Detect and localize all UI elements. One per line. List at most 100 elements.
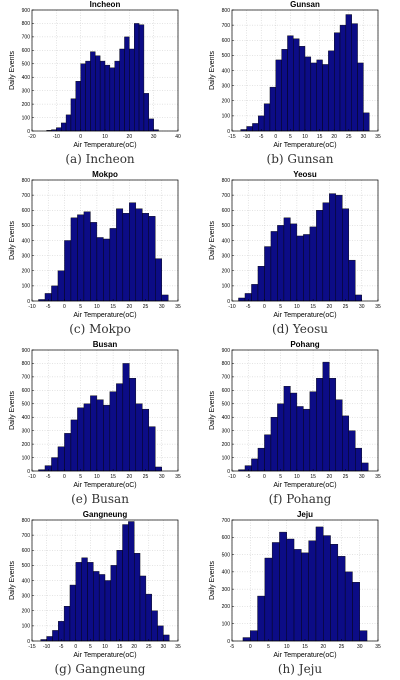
histogram-bar xyxy=(335,194,343,302)
histogram-bar xyxy=(329,378,337,472)
y-tick-label: 200 xyxy=(22,102,31,108)
histogram-bar xyxy=(151,610,158,642)
histogram-bar xyxy=(283,217,291,302)
histogram-bar xyxy=(124,36,130,132)
x-tick-label: 15 xyxy=(310,304,316,310)
y-axis-label: Daily Events xyxy=(209,391,216,430)
histogram-bar xyxy=(264,557,273,642)
x-tick-label: -5 xyxy=(259,134,264,140)
x-tick-label: 25 xyxy=(146,644,152,650)
histogram-bar xyxy=(103,404,111,472)
y-tick-label: 800 xyxy=(222,178,231,184)
histogram-bar xyxy=(298,46,306,132)
y-tick-label: 600 xyxy=(222,535,231,541)
x-tick-label: 30 xyxy=(159,474,165,480)
histogram-bar xyxy=(359,630,368,642)
y-tick-label: 100 xyxy=(22,624,31,630)
y-tick-label: 0 xyxy=(227,469,230,475)
histogram-bar xyxy=(70,98,77,132)
histogram-bar xyxy=(263,103,271,132)
histogram-bar xyxy=(322,361,330,472)
panel-jeju: -5 0 5 10 15 20 25 30 35 0 100 200 300 400 500 600 700 Je… xyxy=(200,510,400,680)
caption-jeju: (h) Jeju xyxy=(277,662,323,676)
y-axis-label: Daily Events xyxy=(9,51,16,90)
histogram-incheon: -20 -10 0 10 20 30 400100200300400500600700800… xyxy=(9,0,181,149)
x-axis-label: Air Temperature(oC) xyxy=(273,142,336,149)
histogram-bar xyxy=(129,378,137,472)
histogram-bar xyxy=(296,406,304,472)
histogram-bar xyxy=(75,562,82,642)
histogram-bar xyxy=(246,126,253,132)
histogram-bar xyxy=(163,634,170,642)
y-tick-label: 200 xyxy=(222,269,231,275)
chart-title: Yeosu xyxy=(293,170,317,179)
histogram-bar xyxy=(110,565,117,642)
x-tick-label: 35 xyxy=(375,134,381,140)
x-tick-label: -5 xyxy=(246,474,251,480)
histogram-bar xyxy=(310,62,317,132)
y-tick-label: 700 xyxy=(222,518,231,524)
histogram-bar xyxy=(93,571,100,642)
histogram-bar xyxy=(133,23,140,132)
histogram-bar xyxy=(337,556,346,642)
histogram-bar xyxy=(80,63,86,132)
histogram-bar xyxy=(133,553,141,642)
histogram-bar xyxy=(257,447,265,472)
histogram-bar xyxy=(57,270,65,302)
panel-mokpo: -10 -5 0 5 10 15 20 25 30 35 0 100 200 300 400 500 600 70… xyxy=(0,170,200,340)
histogram-bar xyxy=(309,391,317,472)
histogram-bar xyxy=(56,127,62,132)
y-tick-label: 400 xyxy=(22,238,31,244)
x-tick-label: 25 xyxy=(143,474,149,480)
x-tick-label: 10 xyxy=(284,644,290,650)
histogram-bar xyxy=(142,213,150,302)
x-axis-label: Air Temperature(oC) xyxy=(273,312,336,319)
y-tick-label: 200 xyxy=(222,442,231,448)
histogram-bar xyxy=(83,211,91,302)
y-axis-label: Daily Events xyxy=(209,221,216,260)
x-tick-label: 25 xyxy=(346,134,352,140)
histogram-bar xyxy=(85,60,91,132)
histogram-bar xyxy=(148,216,156,302)
histogram-bar xyxy=(344,571,353,642)
histogram-bar xyxy=(290,223,298,302)
y-tick-label: 700 xyxy=(222,375,231,381)
y-tick-label: 200 xyxy=(22,609,31,615)
chart-title: Gunsan xyxy=(290,0,320,9)
histogram-bar xyxy=(316,210,324,302)
y-tick-label: 700 xyxy=(22,193,31,199)
x-tick-label: 30 xyxy=(151,134,157,140)
axes-frame xyxy=(31,349,179,472)
chart-title: Gangneung xyxy=(83,510,128,519)
histogram-bar xyxy=(63,606,71,642)
y-tick-label: 500 xyxy=(222,53,231,59)
histogram-bar xyxy=(286,538,295,642)
x-tick-label: 30 xyxy=(161,644,167,650)
histogram-bar xyxy=(264,434,272,472)
x-tick-label: -5 xyxy=(246,304,251,310)
histogram-bar xyxy=(345,14,352,132)
y-tick-label: 600 xyxy=(22,548,31,554)
y-tick-label: 100 xyxy=(22,115,31,121)
caption-busan: (e) Busan xyxy=(71,492,129,506)
x-tick-label: 15 xyxy=(317,134,323,140)
panel-yeosu: -10 -5 0 5 10 15 20 25 30 35 0 100 200 300 400 500 600 70… xyxy=(200,170,400,340)
histogram-bar xyxy=(271,542,280,642)
caption-yeosu: (d) Yeosu xyxy=(272,322,328,336)
x-tick-label: 35 xyxy=(175,644,181,650)
x-tick-label: 30 xyxy=(361,134,367,140)
histogram-bar xyxy=(58,621,65,642)
x-tick-label: 10 xyxy=(102,134,108,140)
x-tick-label: 10 xyxy=(94,304,100,310)
y-tick-label: 500 xyxy=(22,223,31,229)
y-tick-label: 0 xyxy=(227,129,230,135)
y-tick-label: 500 xyxy=(222,223,231,229)
histogram-bar xyxy=(52,630,59,642)
histogram-bar xyxy=(251,284,259,302)
histogram-bar xyxy=(250,630,258,642)
histogram-bar xyxy=(322,202,330,302)
x-axis-label: Air Temperature(oC) xyxy=(273,482,336,489)
histogram-bar xyxy=(77,407,85,472)
histogram-bar xyxy=(316,378,324,472)
histogram-bar xyxy=(328,50,335,132)
